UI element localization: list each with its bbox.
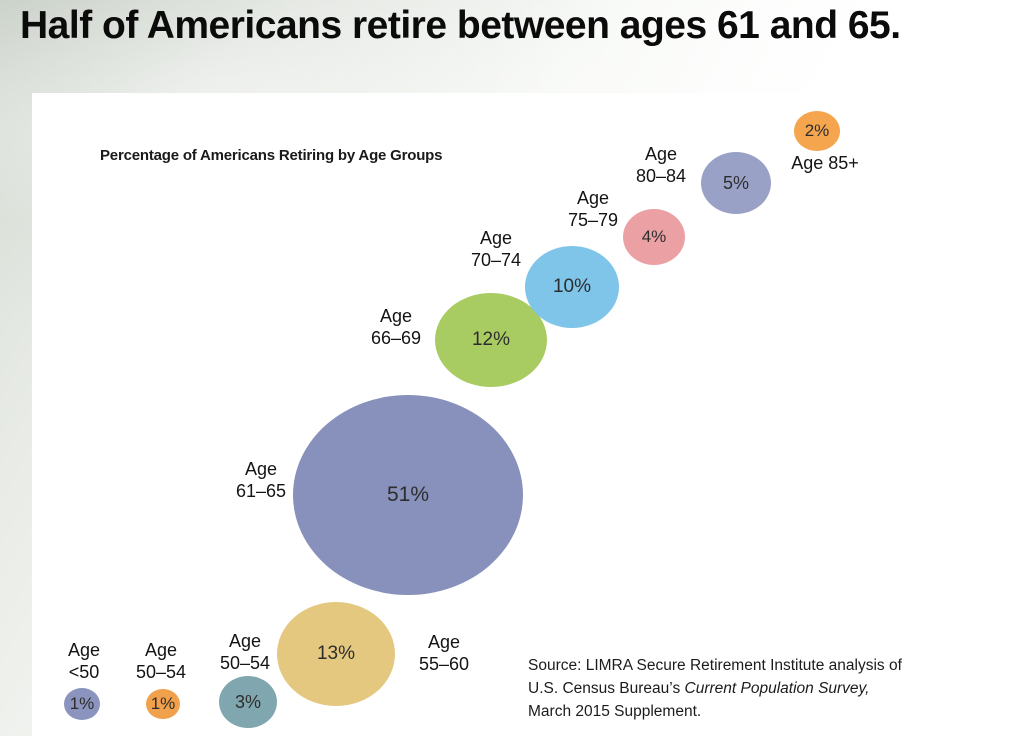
source-note: Source: LIMRA Secure Retirement Institut… bbox=[528, 654, 902, 723]
bubble-label-age-55-60: Age 55–60 bbox=[418, 632, 470, 674]
bubble-age-61-65: 51% bbox=[293, 395, 523, 595]
bubble-label-age-70-74: Age 70–74 bbox=[470, 228, 522, 270]
bubble-age-55-60: 13% bbox=[277, 602, 395, 706]
bubble-label-age-75-79: Age 75–79 bbox=[567, 188, 619, 230]
chart-panel bbox=[32, 93, 1012, 736]
source-text: March 2015 Supplement. bbox=[528, 703, 702, 720]
source-line-1: Source: LIMRA Secure Retirement Institut… bbox=[528, 654, 902, 677]
bubble-label-age-66-69: Age 66–69 bbox=[370, 306, 422, 348]
source-line-3: March 2015 Supplement. bbox=[528, 700, 902, 723]
bubble-age-50-54-teal: 3% bbox=[219, 676, 277, 728]
bubble-age-80-84: 5% bbox=[701, 152, 771, 214]
slide-title: Half of Americans retire between ages 61… bbox=[20, 4, 901, 47]
bubble-age-70-74: 10% bbox=[525, 246, 619, 328]
chart-title: Percentage of Americans Retiring by Age … bbox=[100, 147, 443, 164]
bubble-age-75-79: 4% bbox=[623, 209, 685, 265]
bubble-age-50-54-orange: 1% bbox=[146, 689, 180, 719]
bubble-age-66-69: 12% bbox=[435, 293, 547, 387]
bubble-label-age-50-54-teal: Age 50–54 bbox=[219, 631, 271, 673]
bubble-age-85plus: 2% bbox=[794, 111, 840, 151]
bubble-label-age-61-65: Age 61–65 bbox=[235, 459, 287, 501]
source-text: Source: LIMRA Secure Retirement Institut… bbox=[528, 657, 902, 674]
bubble-label-age-lt-50: Age <50 bbox=[67, 640, 101, 682]
bubble-label-age-80-84: Age 80–84 bbox=[635, 144, 687, 186]
bubble-label-age-50-54-orange: Age 50–54 bbox=[135, 640, 187, 682]
bubble-label-age-85plus: Age 85+ bbox=[791, 153, 859, 173]
source-line-2: U.S. Census Bureau’s Current Population … bbox=[528, 677, 902, 700]
source-text: U.S. Census Bureau’s bbox=[528, 680, 685, 697]
source-italic-text: Current Population Survey, bbox=[684, 680, 870, 697]
bubble-age-lt-50: 1% bbox=[64, 688, 100, 720]
